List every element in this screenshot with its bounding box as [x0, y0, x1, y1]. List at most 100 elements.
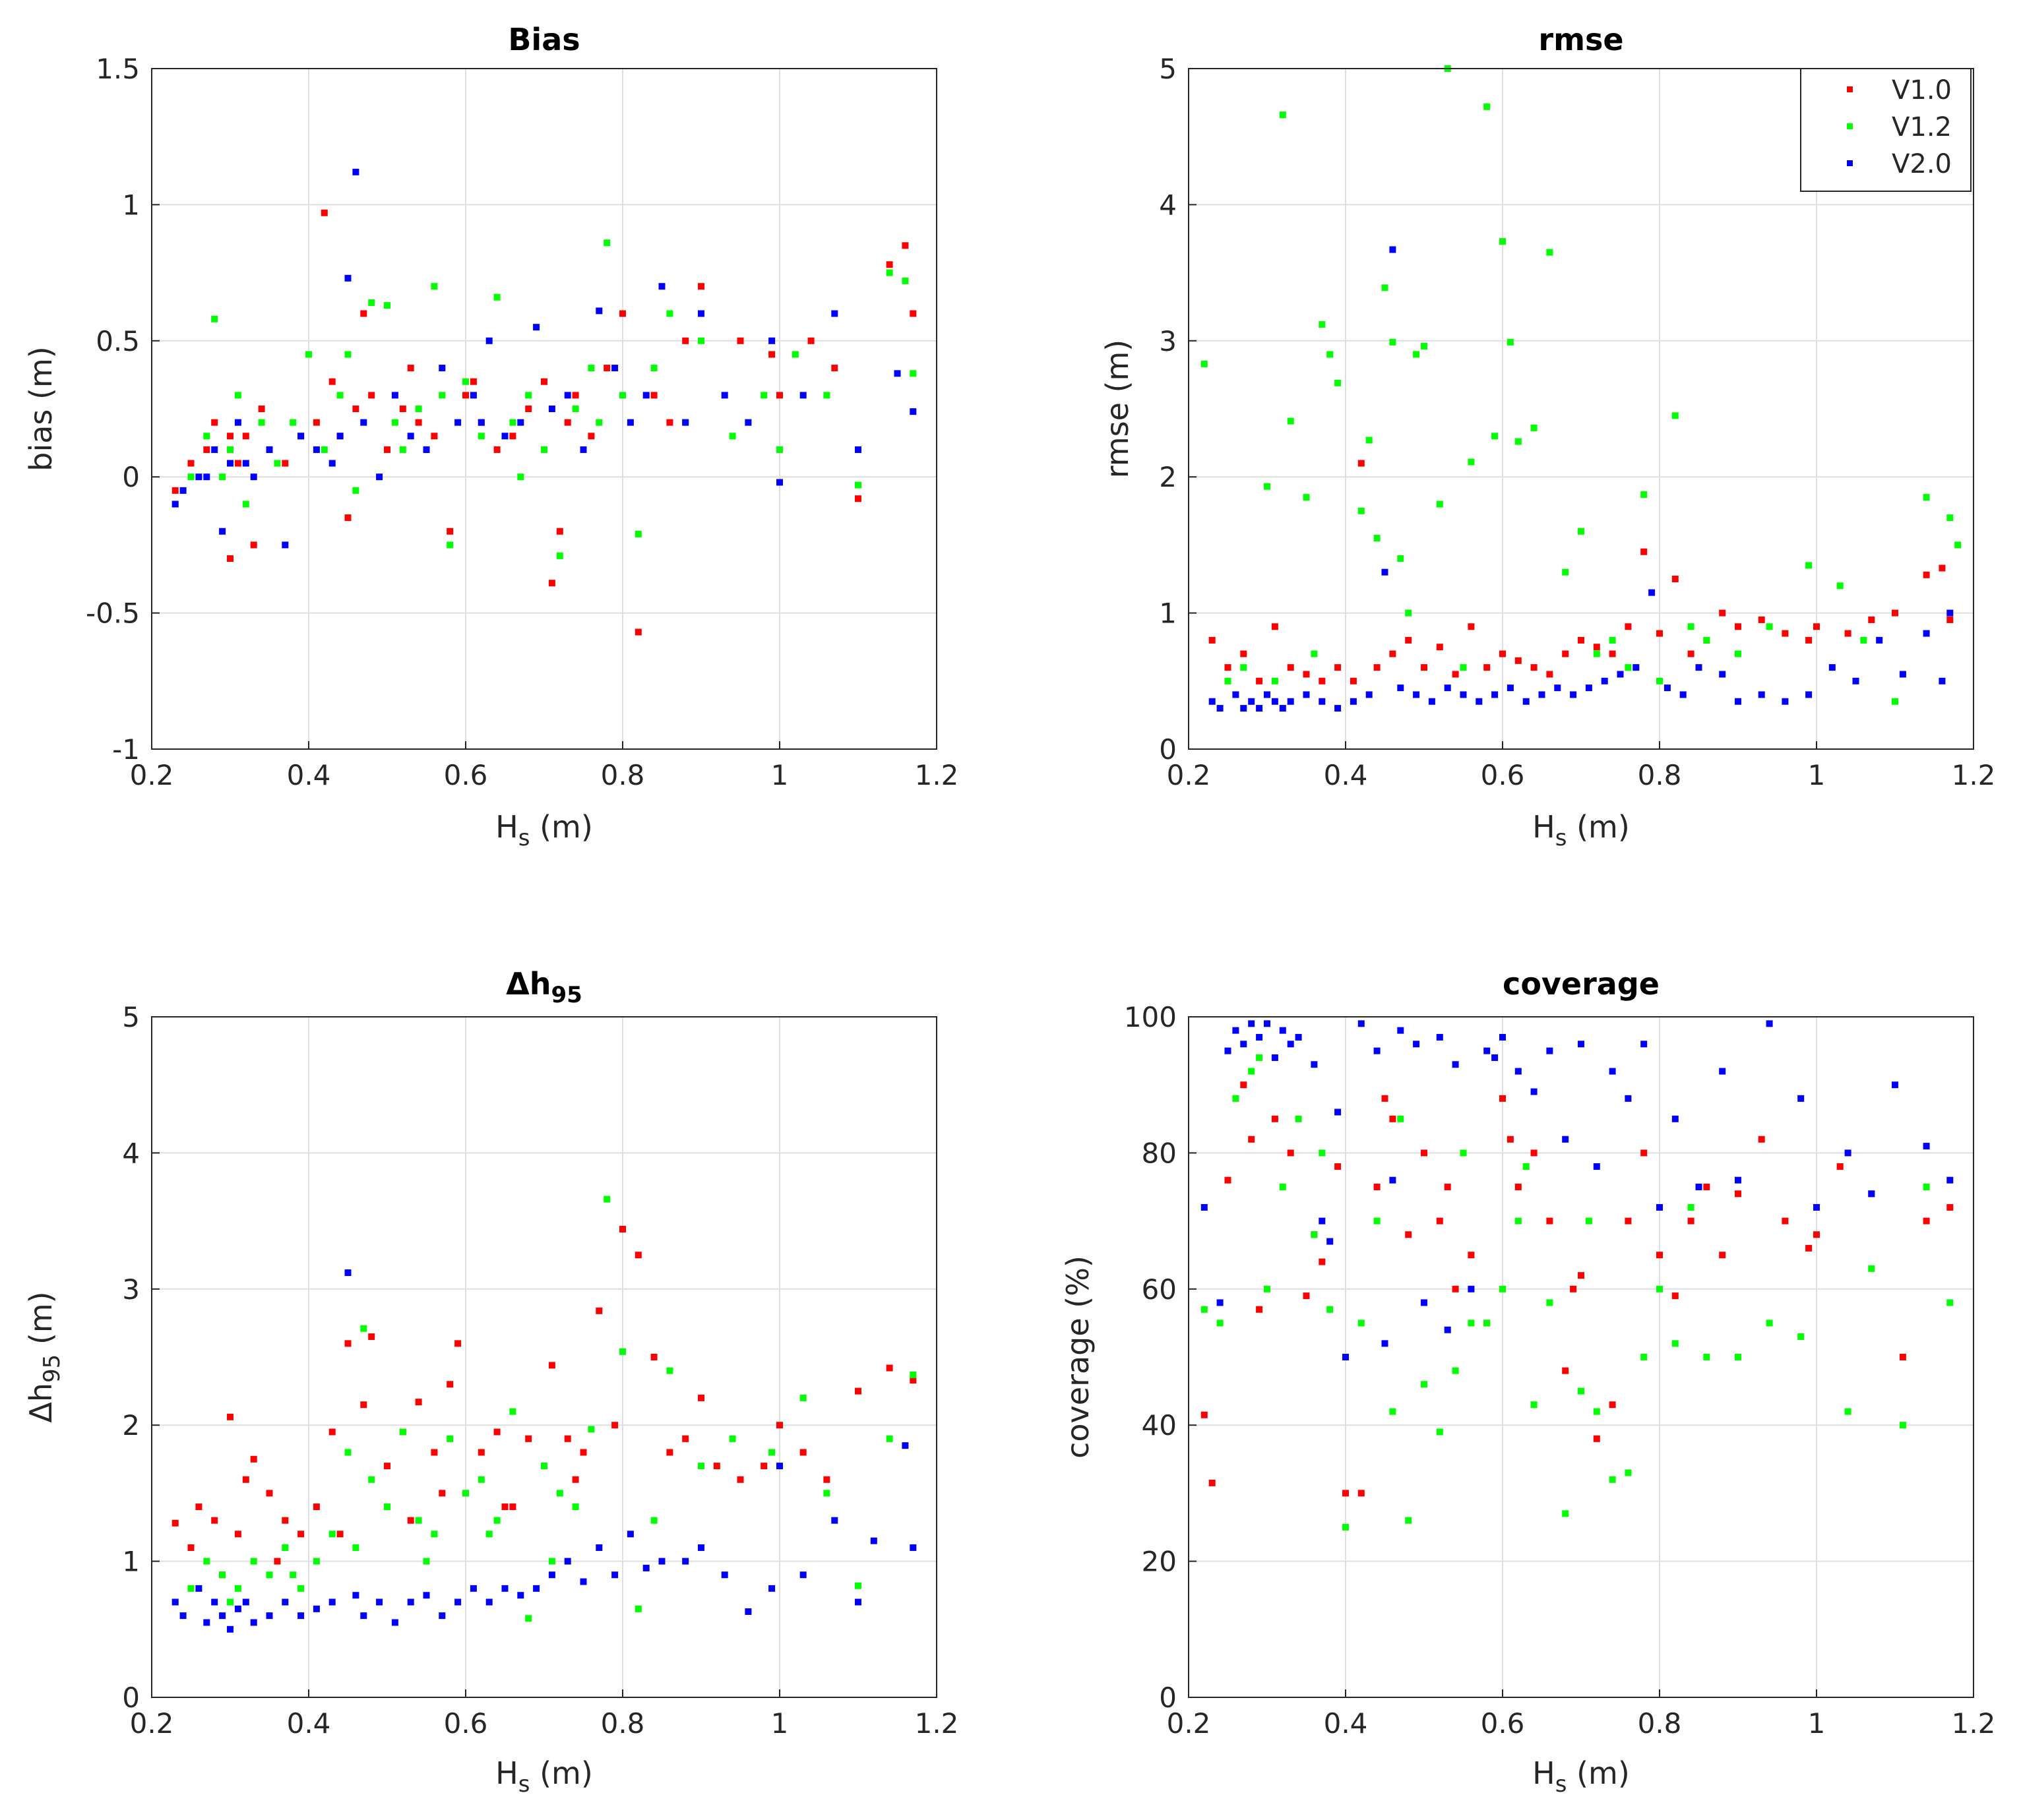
- rmse-point-v2-0: [1735, 698, 1741, 705]
- bias-point-v2-0: [179, 487, 187, 494]
- rmse-point-v1-2: [1319, 321, 1326, 328]
- dh95-point-v1-0: [431, 1449, 438, 1456]
- rmse-point-v1-0: [1656, 630, 1663, 637]
- bias-point-v1-2: [447, 541, 454, 549]
- rmse-point-v1-2: [1593, 650, 1600, 657]
- coverage-point-v1-2: [1946, 1299, 1954, 1306]
- coverage-point-v1-0: [1923, 1217, 1930, 1225]
- panel-rmse: rmse 0.2 0.4 0.6 0.8 1 1.2 0 1 2 3 4 5 Hs (m) rmse…: [1100, 22, 1995, 851]
- bias-point-v1-2: [219, 473, 226, 481]
- dh95-point-v2-0: [250, 1619, 257, 1626]
- bias-point-v1-2: [902, 277, 909, 284]
- bias-point-v2-0: [799, 392, 807, 399]
- dh95-x-axis-label: Hs (m): [495, 1755, 593, 1798]
- coverage-point-v1-2: [1357, 1320, 1365, 1327]
- rmse-point-v1-2: [1766, 623, 1773, 630]
- coverage-point-v2-0: [1546, 1047, 1553, 1054]
- bias-point-v1-0: [258, 406, 265, 412]
- coverage-point-v1-0: [1899, 1354, 1906, 1360]
- rmse-point-v1-0: [1844, 630, 1851, 637]
- rmse-y-tick-label: 3: [1159, 325, 1177, 357]
- coverage-point-v2-0: [1844, 1149, 1851, 1157]
- bias-point-v2-0: [721, 392, 728, 399]
- bias-point-v1-0: [619, 310, 626, 317]
- dh95-point-v2-0: [328, 1598, 336, 1606]
- bias-point-v1-0: [227, 433, 233, 440]
- coverage-point-v1-0: [1405, 1231, 1412, 1238]
- rmse-point-v1-0: [1868, 616, 1875, 623]
- coverage-point-v1-0: [1303, 1292, 1310, 1300]
- dh95-point-v2-0: [234, 1605, 241, 1612]
- coverage-point-v1-0: [1421, 1149, 1427, 1157]
- coverage-points: [1200, 1020, 1954, 1531]
- dh95-point-v2-0: [352, 1592, 359, 1599]
- dh95-point-v1-2: [282, 1544, 289, 1551]
- dh95-point-v1-0: [328, 1428, 336, 1436]
- dh95-point-v1-0: [698, 1394, 704, 1401]
- rmse-point-v2-0: [1585, 684, 1592, 692]
- bias-point-v1-0: [313, 419, 320, 426]
- dh95-point-v2-0: [533, 1585, 540, 1592]
- bias-point-v1-0: [831, 365, 838, 372]
- coverage-point-v1-0: [1499, 1095, 1506, 1102]
- coverage-point-v2-0: [1578, 1041, 1584, 1048]
- dh95-point-v1-2: [250, 1558, 257, 1565]
- dh95-point-v1-2: [344, 1449, 352, 1456]
- coverage-point-v2-0: [1444, 1326, 1451, 1333]
- coverage-point-v1-2: [1460, 1149, 1467, 1157]
- bias-point-v2-0: [234, 419, 241, 426]
- bias-point-v2-0: [698, 310, 704, 317]
- bias-point-v1-0: [171, 487, 179, 494]
- rmse-y-ticks: 0 1 2 3 4 5: [1159, 53, 1197, 766]
- coverage-point-v1-0: [1240, 1081, 1247, 1089]
- bias-point-v2-0: [439, 365, 446, 372]
- coverage-point-v1-2: [1578, 1387, 1584, 1395]
- bias-point-v1-2: [666, 310, 673, 317]
- dh95-point-v2-0: [360, 1612, 367, 1620]
- rmse-y-tick-label: 2: [1159, 461, 1177, 493]
- rmse-point-v1-2: [1546, 249, 1553, 256]
- coverage-x-tick-label: 0.2: [1167, 1707, 1211, 1740]
- rmse-point-v2-0: [1601, 677, 1608, 684]
- bias-point-v1-2: [242, 501, 249, 508]
- rmse-point-v2-0: [1695, 664, 1702, 671]
- rmse-point-v1-2: [1264, 483, 1270, 490]
- legend-marker-v1-0: [1847, 86, 1853, 92]
- dh95-point-v2-0: [855, 1598, 861, 1606]
- dh95-point-v1-2: [572, 1503, 579, 1511]
- legend-box: [1800, 68, 1972, 192]
- bias-y-tick-label: 1.5: [96, 53, 140, 85]
- coverage-point-v2-0: [1640, 1041, 1648, 1048]
- bias-point-v1-0: [462, 392, 469, 399]
- dh95-point-v1-2: [415, 1517, 422, 1524]
- dh95-point-v2-0: [454, 1598, 462, 1606]
- panel-dh95: Δh95 0.2 0.4 0.6 0.8 1 1.2 0 1 2 3 4 5 Hs (m) Δh95…: [23, 966, 958, 1798]
- rmse-point-v1-2: [1287, 417, 1294, 425]
- dh95-point-v2-0: [611, 1571, 619, 1579]
- bias-point-v2-0: [282, 541, 289, 549]
- rmse-point-v1-0: [1805, 636, 1813, 644]
- coverage-point-v2-0: [1248, 1020, 1255, 1027]
- bias-point-v2-0: [171, 501, 179, 508]
- rmse-point-v1-0: [1514, 657, 1522, 664]
- bias-point-v1-0: [910, 310, 917, 317]
- rmse-point-v2-0: [1287, 698, 1294, 705]
- bias-point-v1-0: [737, 337, 744, 344]
- rmse-point-v1-2: [1421, 343, 1427, 350]
- dh95-point-v2-0: [179, 1612, 187, 1620]
- bias-point-v2-0: [768, 337, 776, 344]
- rmse-point-v2-0: [1923, 630, 1930, 637]
- coverage-point-v2-0: [1224, 1047, 1231, 1054]
- legend-label-v1-2: V1.2: [1892, 112, 1952, 142]
- coverage-point-v1-2: [1326, 1306, 1334, 1313]
- coverage-y-tick-label: 80: [1142, 1137, 1177, 1169]
- bias-point-v1-2: [517, 473, 524, 481]
- dh95-point-v1-2: [431, 1531, 438, 1538]
- coverage-point-v1-2: [1279, 1184, 1286, 1190]
- rmse-point-v2-0: [1507, 684, 1514, 692]
- dh95-x-tick-label: 0.4: [287, 1707, 331, 1740]
- coverage-point-v1-0: [1287, 1149, 1294, 1157]
- coverage-point-v2-0: [1240, 1041, 1247, 1048]
- coverage-point-v1-2: [1609, 1476, 1616, 1483]
- rmse-x-tick-label: 1: [1808, 759, 1826, 791]
